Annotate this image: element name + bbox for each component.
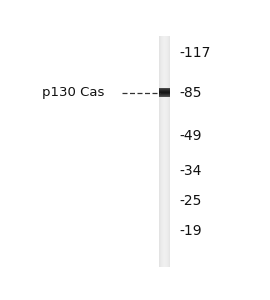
- Bar: [166, 36, 167, 267]
- Bar: [164, 36, 165, 267]
- Bar: [162, 36, 163, 267]
- Bar: [159, 89, 170, 90]
- Bar: [167, 36, 168, 267]
- Bar: [163, 36, 164, 267]
- Bar: [159, 95, 170, 96]
- Bar: [165, 36, 166, 267]
- Bar: [159, 89, 170, 90]
- Bar: [159, 88, 170, 89]
- Bar: [159, 90, 170, 91]
- Bar: [159, 92, 170, 93]
- Bar: [159, 95, 170, 96]
- Bar: [164, 36, 165, 267]
- Text: -117: -117: [179, 46, 211, 60]
- Bar: [162, 36, 163, 267]
- Text: p130 Cas: p130 Cas: [42, 86, 104, 99]
- Bar: [159, 90, 170, 91]
- Bar: [159, 93, 170, 94]
- Text: -25: -25: [179, 194, 201, 208]
- Bar: [160, 36, 161, 267]
- Bar: [159, 88, 170, 89]
- Bar: [159, 93, 170, 94]
- Bar: [159, 94, 170, 95]
- Bar: [159, 96, 170, 97]
- Bar: [159, 36, 160, 267]
- Bar: [166, 36, 167, 267]
- Bar: [161, 36, 162, 267]
- Text: -19: -19: [179, 224, 202, 238]
- Bar: [159, 88, 170, 89]
- Bar: [159, 92, 170, 93]
- Bar: [163, 36, 164, 267]
- Bar: [167, 36, 168, 267]
- Bar: [159, 90, 170, 91]
- Bar: [159, 92, 170, 93]
- Bar: [159, 96, 170, 97]
- Bar: [159, 91, 170, 92]
- Text: -34: -34: [179, 164, 201, 178]
- Bar: [159, 91, 170, 92]
- Bar: [169, 36, 170, 267]
- Bar: [159, 93, 170, 94]
- Bar: [159, 89, 170, 90]
- Bar: [160, 36, 161, 267]
- Bar: [159, 91, 170, 92]
- Text: -85: -85: [179, 85, 202, 100]
- Bar: [168, 36, 169, 267]
- Bar: [159, 36, 160, 267]
- Text: -49: -49: [179, 130, 202, 143]
- Bar: [168, 36, 169, 267]
- Bar: [169, 36, 170, 267]
- Bar: [159, 94, 170, 95]
